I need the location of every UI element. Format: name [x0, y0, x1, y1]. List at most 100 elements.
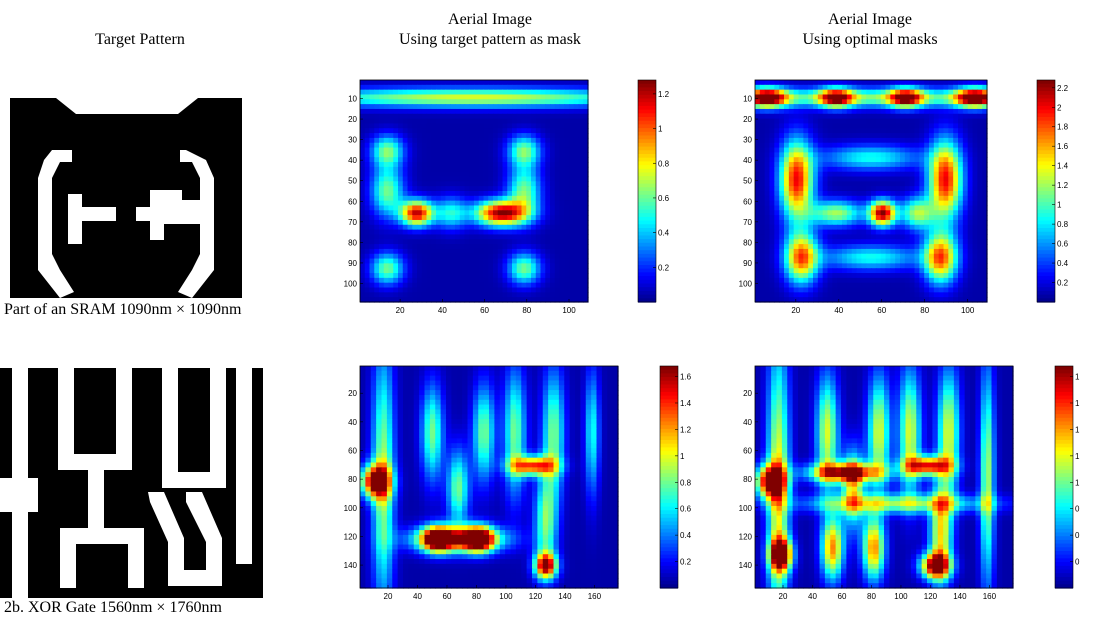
- heatmap-cell: [755, 167, 760, 172]
- heatmap-cell: [408, 157, 413, 162]
- heatmap-cell: [376, 385, 382, 390]
- heatmap-cell: [555, 210, 560, 215]
- heatmap-cell: [760, 90, 765, 95]
- heatmap-cell: [465, 152, 470, 157]
- heatmap-cell: [915, 119, 920, 124]
- heatmap-cell: [910, 249, 915, 254]
- heatmap-cell: [760, 191, 765, 196]
- heatmap-cell: [910, 148, 915, 153]
- heatmap-cell: [963, 104, 968, 109]
- heatmap-cell: [498, 94, 503, 99]
- heatmap-cell: [760, 234, 765, 239]
- heatmap-cell: [915, 181, 920, 186]
- heatmap-cell: [389, 239, 394, 244]
- heatmap-cell: [398, 85, 403, 90]
- heatmap-cell: [555, 283, 560, 288]
- heatmap-cell: [784, 181, 789, 186]
- heatmap-cell: [393, 123, 398, 128]
- heatmap-cell: [861, 239, 866, 244]
- heatmap-cell: [392, 390, 398, 395]
- heatmap-cell: [503, 288, 508, 293]
- heatmap-cell: [365, 400, 371, 405]
- heatmap-cell: [813, 278, 818, 283]
- heatmap-cell: [536, 220, 541, 225]
- heatmap-cell: [545, 172, 550, 177]
- heatmap-cell: [919, 90, 924, 95]
- heatmap-cell: [412, 85, 417, 90]
- heatmap-cell: [866, 114, 871, 119]
- heatmap-cell: [488, 128, 493, 133]
- heatmap-cell: [503, 225, 508, 230]
- heatmap-cell: [803, 114, 808, 119]
- heatmap-cell: [808, 230, 813, 235]
- heatmap-cell: [852, 138, 857, 143]
- heatmap-cell: [550, 133, 555, 138]
- heatmap-cell: [857, 177, 862, 182]
- heatmap-cell: [450, 172, 455, 177]
- heatmap-cell: [934, 80, 939, 85]
- heatmap-cell: [543, 385, 549, 390]
- heatmap-cell: [895, 254, 900, 259]
- heatmap-cell: [823, 148, 828, 153]
- heatmap-cell: [760, 148, 765, 153]
- heatmap-cell: [784, 205, 789, 210]
- heatmap-cell: [837, 205, 842, 210]
- heatmap-cell: [847, 181, 852, 186]
- heatmap-cell: [876, 273, 881, 278]
- heatmap-cell: [408, 128, 413, 133]
- heatmap-cell: [512, 230, 517, 235]
- heatmap-cell: [852, 263, 857, 268]
- heatmap-cell: [837, 109, 842, 114]
- heatmap-cell: [446, 186, 451, 191]
- heatmap-cell: [494, 380, 500, 385]
- heatmap-cell: [382, 371, 388, 376]
- heatmap-cell: [774, 191, 779, 196]
- heatmap-cell: [412, 283, 417, 288]
- heatmap-cell: [460, 80, 465, 85]
- heatmap-cell: [818, 215, 823, 220]
- heatmap-cell: [408, 85, 413, 90]
- heatmap-cell: [794, 148, 799, 153]
- heatmap-cell: [398, 80, 403, 85]
- heatmap-cell: [398, 249, 403, 254]
- heatmap-cell: [958, 104, 963, 109]
- heatmap-cell: [360, 225, 365, 230]
- heatmap-cell: [560, 104, 565, 109]
- heatmap-cell: [531, 104, 536, 109]
- heatmap-cell: [977, 273, 982, 278]
- heatmap-cell: [384, 99, 389, 104]
- heatmap-cell: [784, 162, 789, 167]
- heatmap-cell: [526, 157, 531, 162]
- heatmap-cell: [852, 128, 857, 133]
- heatmap-cell: [511, 395, 517, 400]
- x-tick-label: 60: [480, 306, 489, 315]
- heatmap-cell: [425, 376, 431, 381]
- heatmap-cell: [474, 268, 479, 273]
- heatmap-cell: [494, 395, 500, 400]
- heatmap-cell: [517, 191, 522, 196]
- heatmap-cell: [755, 172, 760, 177]
- heatmap-cell: [876, 114, 881, 119]
- heatmap-cell: [968, 99, 973, 104]
- heatmap-cell: [953, 162, 958, 167]
- colorbar-tick-label: 0.6: [1057, 240, 1069, 249]
- heatmap-cell: [555, 225, 560, 230]
- heatmap-cell: [900, 239, 905, 244]
- heatmap-cell: [575, 380, 581, 385]
- heatmap-cell: [977, 220, 982, 225]
- heatmap-cell: [866, 167, 871, 172]
- heatmap-cell: [455, 143, 460, 148]
- heatmap-cell: [861, 133, 866, 138]
- heatmap-cell: [560, 181, 565, 186]
- heatmap-cell: [574, 80, 579, 85]
- heatmap-cell: [379, 85, 384, 90]
- heatmap-cell: [963, 249, 968, 254]
- heatmap-cell: [886, 181, 891, 186]
- heatmap-cell: [446, 263, 451, 268]
- heatmap-cell: [403, 259, 408, 264]
- heatmap-cell: [512, 114, 517, 119]
- heatmap-cell: [794, 138, 799, 143]
- heatmap-cell: [963, 114, 968, 119]
- heatmap-cell: [968, 162, 973, 167]
- heatmap-cell: [374, 254, 379, 259]
